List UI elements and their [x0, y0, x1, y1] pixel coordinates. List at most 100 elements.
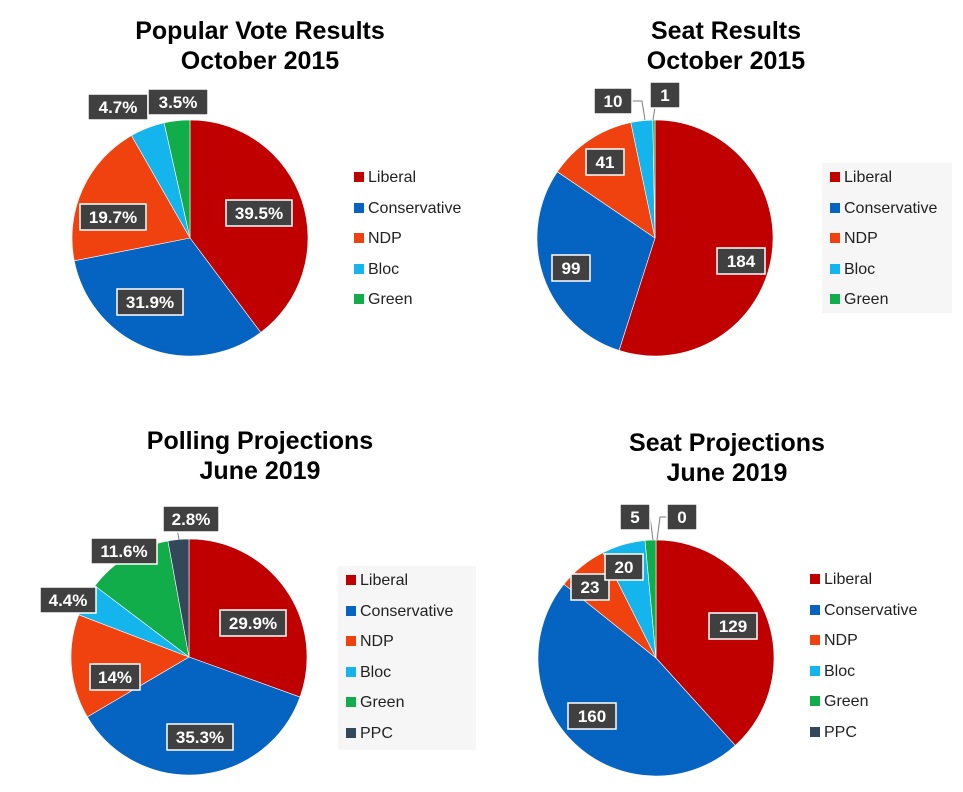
legend-item-ppc: PPC — [346, 724, 393, 744]
chart-title-line-2: June 2019 — [199, 457, 321, 485]
data-label-box — [551, 254, 591, 282]
data-label-box — [39, 586, 97, 614]
data-label-box — [649, 81, 681, 109]
legend-label: NDP — [368, 230, 402, 247]
legend-label: Conservative — [368, 199, 462, 217]
chart-title-line-2: October 2015 — [180, 47, 340, 75]
legend-item-bloc: Bloc — [346, 663, 391, 683]
pie-slice-green — [163, 119, 191, 239]
data-label-text: 41 — [596, 153, 615, 172]
legend-label: Liberal — [844, 169, 893, 186]
chart-title-line-1: Seat Projections — [629, 429, 825, 457]
data-label-text: 4.7% — [99, 98, 138, 117]
data-label-box — [593, 87, 633, 115]
chart-title-line-1: Polling Projections — [146, 427, 374, 455]
legend-swatch — [346, 727, 356, 738]
legend-swatch — [354, 263, 364, 274]
chart-title: Seat Projections June 2019 — [547, 428, 907, 488]
data-label-box — [666, 503, 698, 531]
legend-label: Green — [824, 693, 869, 710]
legend-swatch — [354, 172, 364, 182]
chart-title: Popular Vote Results October 2015 — [80, 16, 440, 76]
data-label: 4.4% — [39, 586, 97, 614]
legend-item-ppc: PPC — [810, 723, 857, 743]
data-label-box — [570, 573, 610, 601]
legend-label: Conservative — [360, 602, 454, 620]
pie-slice-green — [652, 119, 656, 239]
legend-label: Liberal — [824, 571, 873, 588]
chart-title: Polling Projections June 2019 — [80, 426, 440, 486]
legend-swatch — [346, 636, 356, 646]
data-label-text: 39.5% — [235, 204, 283, 223]
legend-label: PPC — [824, 723, 857, 741]
data-label-text: 4.4% — [49, 591, 88, 610]
legend-item-liberal: Liberal — [810, 570, 872, 590]
data-label-box — [116, 288, 184, 316]
legend-item-green: Green — [810, 692, 868, 712]
data-label-text: 5 — [630, 508, 639, 527]
legend-swatch — [830, 294, 840, 304]
data-label: 99 — [551, 254, 591, 282]
data-label: 19.7% — [79, 203, 147, 231]
legend-label: Green — [844, 291, 889, 308]
legend-label: NDP — [824, 632, 858, 649]
legend-swatch — [346, 697, 356, 707]
chart-legend: Liberal Conservative NDP Bloc Green — [822, 163, 952, 313]
legend-swatch — [830, 233, 840, 243]
data-label-box — [567, 702, 617, 730]
data-label: 129 — [708, 612, 758, 640]
data-label: 5 — [619, 503, 651, 531]
pie-slice-green — [644, 539, 657, 659]
legend-label: Green — [368, 291, 413, 308]
chart-title-line-1: Seat Results — [650, 17, 802, 45]
legend-swatch — [346, 666, 356, 677]
chart-title: Seat Results October 2015 — [546, 16, 906, 76]
data-label: 2.8% — [162, 505, 220, 533]
legend-swatch — [830, 202, 840, 213]
legend-item-ndp: NDP — [810, 631, 858, 651]
legend-label: NDP — [844, 230, 878, 247]
legend-item-ndp: NDP — [830, 229, 878, 249]
data-label-box — [79, 203, 147, 231]
data-label: 41 — [585, 148, 625, 176]
data-label: 10 — [593, 87, 633, 115]
data-label-text: 31.9% — [126, 293, 174, 312]
data-label-box — [619, 503, 651, 531]
legend-label: Conservative — [844, 199, 938, 217]
legend-swatch — [810, 635, 820, 645]
legend-swatch — [346, 575, 356, 585]
pie-slice-liberal — [618, 119, 774, 357]
data-label-text: 160 — [578, 707, 606, 726]
legend-item-green: Green — [830, 290, 888, 310]
data-label-text: 10 — [604, 92, 623, 111]
legend-item-liberal: Liberal — [346, 571, 408, 591]
legend-item-liberal: Liberal — [354, 168, 416, 188]
legend-swatch — [830, 263, 840, 274]
data-label-box — [162, 505, 220, 533]
legend-item-conservative: Conservative — [346, 602, 453, 622]
data-label-box — [90, 537, 158, 565]
data-label-box — [166, 723, 234, 751]
data-label: 20 — [604, 553, 644, 581]
legend-swatch — [830, 172, 840, 182]
chart-title-line-1: Popular Vote Results — [135, 17, 385, 45]
data-label-text: 184 — [727, 252, 756, 271]
legend-item-conservative: Conservative — [354, 199, 461, 219]
legend-label: Bloc — [360, 663, 392, 681]
data-label-text: 14% — [98, 668, 132, 687]
pie-slice-ndp — [556, 122, 656, 239]
data-label-text: 23 — [581, 578, 600, 597]
data-label: 14% — [89, 663, 141, 691]
data-label: 0 — [666, 503, 698, 531]
data-label-text: 0 — [677, 508, 686, 527]
legend-item-green: Green — [354, 290, 412, 310]
legend-label: Liberal — [368, 169, 417, 186]
legend-label: Liberal — [360, 572, 409, 589]
legend-label: Green — [360, 694, 405, 711]
data-label-text: 1 — [660, 86, 669, 105]
legend-label: Conservative — [824, 601, 918, 619]
legend-swatch — [810, 604, 820, 615]
legend-swatch — [354, 202, 364, 213]
